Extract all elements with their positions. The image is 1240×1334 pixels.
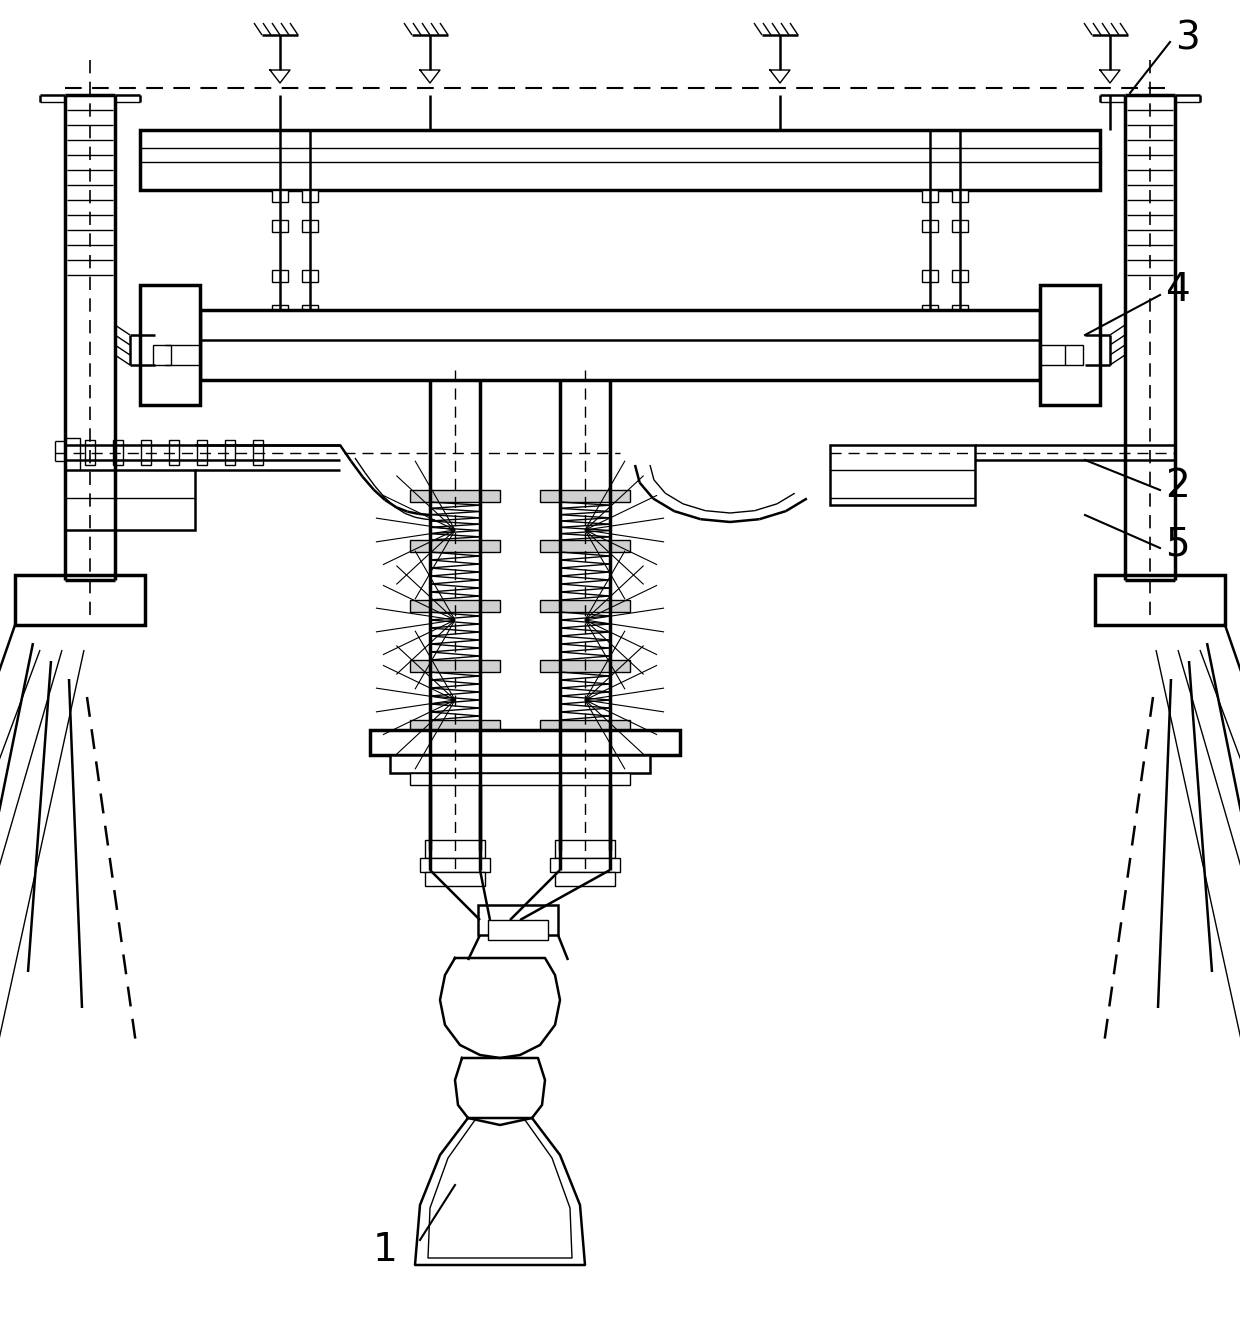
Bar xyxy=(153,346,171,366)
Bar xyxy=(303,220,317,232)
Bar xyxy=(952,269,968,281)
Bar xyxy=(952,189,968,201)
Bar xyxy=(923,305,937,319)
Text: 2: 2 xyxy=(1166,467,1189,506)
Bar xyxy=(410,540,500,552)
Bar xyxy=(410,772,630,784)
Bar xyxy=(425,872,485,886)
Bar xyxy=(952,220,968,232)
Bar xyxy=(551,858,620,872)
Bar xyxy=(370,730,680,755)
Polygon shape xyxy=(415,1118,585,1265)
Polygon shape xyxy=(420,69,440,83)
Bar xyxy=(1040,285,1100,406)
Bar xyxy=(539,490,630,502)
Bar xyxy=(113,440,123,466)
Bar xyxy=(410,720,500,732)
Polygon shape xyxy=(770,69,790,83)
Bar xyxy=(169,440,179,466)
Bar xyxy=(539,600,630,612)
Bar xyxy=(539,660,630,672)
Bar xyxy=(303,305,317,319)
Bar xyxy=(1095,575,1225,626)
Text: 5: 5 xyxy=(1166,526,1189,563)
Bar xyxy=(410,600,500,612)
Bar xyxy=(556,872,615,886)
Bar xyxy=(272,305,288,319)
Bar xyxy=(141,440,151,466)
Bar xyxy=(830,446,975,506)
Bar xyxy=(1065,346,1083,366)
Bar xyxy=(923,189,937,201)
Bar xyxy=(539,540,630,552)
Bar xyxy=(272,220,288,232)
Bar xyxy=(200,309,1040,380)
Bar xyxy=(224,440,236,466)
Bar xyxy=(556,840,615,858)
Bar xyxy=(391,755,650,772)
Bar xyxy=(86,440,95,466)
Bar xyxy=(272,189,288,201)
Bar xyxy=(64,470,195,530)
Bar xyxy=(303,189,317,201)
Polygon shape xyxy=(270,69,290,83)
Bar xyxy=(923,220,937,232)
Bar xyxy=(923,269,937,281)
Bar xyxy=(410,490,500,502)
Text: 4: 4 xyxy=(1166,271,1189,309)
Bar xyxy=(425,840,485,858)
Bar xyxy=(140,285,200,406)
Text: 3: 3 xyxy=(1176,19,1200,57)
Bar xyxy=(303,269,317,281)
Bar xyxy=(15,575,145,626)
Polygon shape xyxy=(455,1058,546,1125)
Bar xyxy=(140,129,1100,189)
Bar xyxy=(539,720,630,732)
Bar xyxy=(477,904,558,935)
Bar xyxy=(410,660,500,672)
Polygon shape xyxy=(440,958,560,1058)
Bar xyxy=(197,440,207,466)
Bar xyxy=(952,305,968,319)
Bar xyxy=(64,438,81,476)
Polygon shape xyxy=(1100,69,1120,83)
Bar xyxy=(253,440,263,466)
Bar xyxy=(489,920,548,940)
Bar xyxy=(420,858,490,872)
Text: 1: 1 xyxy=(372,1231,398,1269)
Bar xyxy=(272,269,288,281)
